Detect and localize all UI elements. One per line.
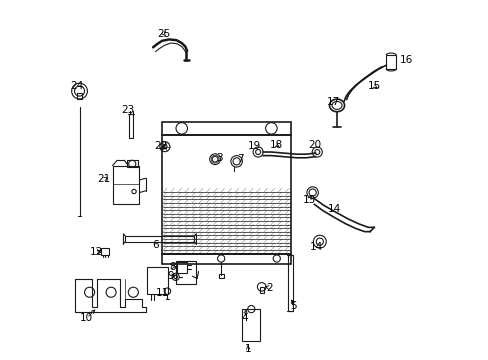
Text: 22: 22 — [154, 141, 167, 151]
Text: 6: 6 — [152, 240, 159, 250]
Text: 11: 11 — [156, 288, 169, 298]
Bar — [242, 309, 260, 341]
Text: 5: 5 — [290, 301, 297, 311]
Text: 14: 14 — [327, 204, 341, 214]
Text: 9: 9 — [167, 271, 174, 281]
Text: 2: 2 — [266, 283, 272, 293]
Text: 15: 15 — [367, 81, 380, 91]
Bar — [218, 274, 223, 278]
Bar — [162, 135, 290, 253]
Bar — [177, 262, 187, 273]
Bar — [129, 114, 133, 138]
Bar — [386, 55, 395, 69]
Text: 14: 14 — [309, 242, 322, 252]
Text: 21: 21 — [97, 174, 110, 184]
Bar — [287, 255, 292, 311]
Bar — [125, 236, 194, 242]
Text: 24: 24 — [70, 81, 83, 91]
Bar — [126, 160, 137, 167]
Text: 19: 19 — [247, 141, 261, 151]
Bar — [162, 253, 290, 264]
Text: 16: 16 — [399, 55, 412, 65]
Bar — [101, 248, 109, 255]
Text: 23: 23 — [121, 105, 134, 115]
Text: 10: 10 — [80, 313, 93, 323]
Text: 17: 17 — [326, 97, 339, 107]
Bar — [112, 166, 139, 204]
Text: 1: 1 — [244, 344, 251, 354]
Text: 3: 3 — [216, 153, 222, 163]
Bar — [77, 93, 82, 99]
Text: 4: 4 — [242, 313, 248, 323]
Text: 7: 7 — [237, 154, 244, 164]
Bar — [176, 261, 196, 284]
Text: 13: 13 — [302, 195, 315, 205]
Text: 18: 18 — [269, 140, 282, 150]
Text: 20: 20 — [307, 140, 320, 150]
Text: 8: 8 — [169, 262, 176, 272]
Bar — [259, 287, 264, 293]
Bar — [162, 122, 290, 135]
Text: 25: 25 — [157, 29, 170, 39]
Text: 12: 12 — [90, 247, 103, 257]
Bar — [147, 267, 168, 294]
